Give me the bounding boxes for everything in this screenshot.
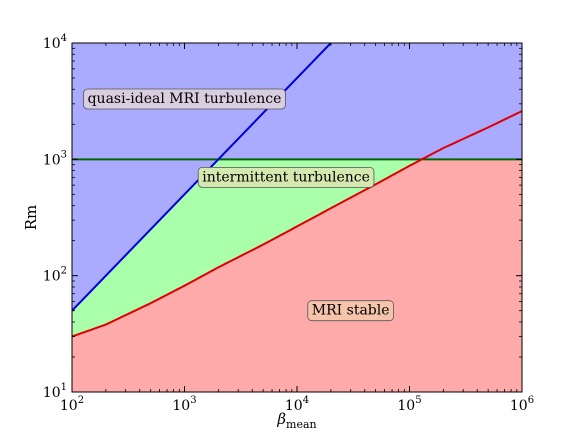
region-mri-stable [72,159,522,392]
region-label-text: quasi-ideal MRI turbulence [88,91,282,107]
y-tick-label: 101 [43,382,67,401]
y-tick-label: 104 [43,33,67,52]
region-label-box [197,166,375,188]
x-axis-label: βmean [276,410,316,431]
region-intermittent [72,159,421,337]
region-label-1: intermittent turbulence [197,166,375,188]
x-tick-label: 102 [60,395,84,414]
x-tick-label: 105 [397,395,421,414]
y-tick-label: 102 [43,266,67,285]
region-label-box [307,300,394,322]
region-label-2: MRI stable [307,300,394,322]
region-label-box [83,88,286,110]
x-tick-label: 106 [510,395,534,414]
y-tick-label: 103 [43,149,67,168]
x-tick-label: 103 [172,395,196,414]
region-label-0: quasi-ideal MRI turbulence [83,88,286,110]
region-label-text: MRI stable [312,303,390,319]
series-line-red [72,110,522,338]
y-axis-label: Rm [22,205,40,231]
region-label-text: intermittent turbulence [202,169,370,185]
x-tick-label: 104 [285,395,309,414]
